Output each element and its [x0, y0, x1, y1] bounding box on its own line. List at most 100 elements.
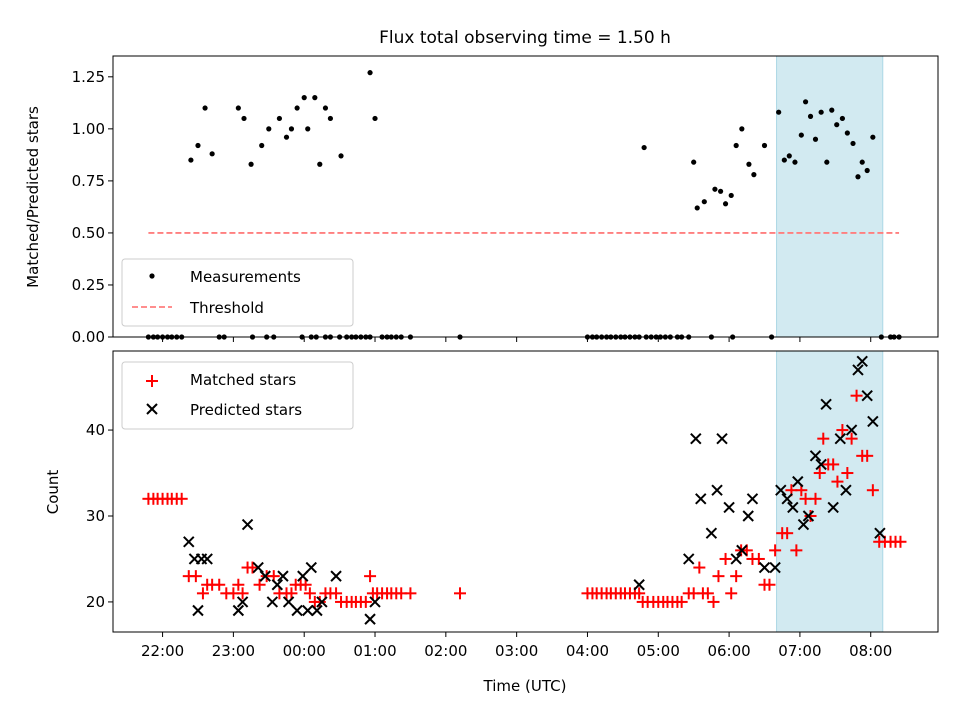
measurement-point	[294, 105, 300, 111]
x-tick-label: 05:00	[637, 642, 680, 660]
top-legend-box	[121, 258, 354, 327]
matched-star-point	[313, 595, 326, 608]
predicted-star-point	[271, 579, 283, 591]
top-legend: Measurements Threshold	[121, 258, 354, 327]
matched-star-point	[675, 595, 688, 608]
measurement-point	[776, 109, 782, 115]
measurement-point	[241, 115, 247, 122]
measurement-point	[288, 126, 295, 132]
matched-star-point	[719, 552, 732, 565]
measurement-point	[305, 126, 311, 132]
matched-star-point	[790, 544, 803, 557]
matched-star-point	[189, 570, 202, 583]
x-tick-label: 06:00	[707, 642, 750, 660]
matched-star-point	[804, 509, 817, 522]
matched-star-point	[831, 475, 844, 488]
predicted-star-point	[369, 596, 381, 608]
predicted-star-point	[840, 484, 852, 496]
measurement-points	[145, 70, 902, 340]
highlight-span	[776, 55, 884, 338]
legend-measurements-label: Measurements	[190, 268, 301, 286]
matched-star-point	[453, 587, 466, 600]
measurement-point	[188, 157, 194, 163]
matched-star-point	[861, 449, 874, 462]
predicted-star-point	[252, 561, 264, 574]
predicted-star-point	[266, 596, 279, 608]
measurement-point	[372, 115, 378, 122]
measurement-point	[259, 142, 265, 149]
bottom-panel: 20 30 40 22:00 23:00 00:00 01:00 02:00 03:00 04:…	[44, 350, 939, 695]
matched-star-point	[701, 587, 714, 600]
measurement-point	[694, 205, 700, 211]
predicted-star-point	[236, 596, 249, 608]
matched-star-point	[894, 535, 907, 548]
measurement-point	[781, 157, 787, 163]
x-tick-label: 01:00	[353, 642, 396, 660]
predicted-star-point	[277, 570, 289, 582]
measurement-point	[746, 161, 752, 167]
measurement-point	[717, 188, 724, 194]
matched-star-point	[364, 570, 377, 583]
measurement-point	[728, 192, 734, 199]
measurement-point	[802, 99, 809, 105]
predicted-star-point	[746, 493, 759, 505]
x-tick-label: 02:00	[424, 642, 467, 660]
measurement-point	[798, 132, 804, 138]
predicted-star-point	[861, 389, 873, 402]
predicted-star-point	[183, 536, 195, 548]
predicted-stars-points	[183, 355, 886, 625]
predicted-star-point	[820, 398, 832, 410]
matched-star-point	[769, 544, 782, 557]
x-axis-label: Time (UTC)	[483, 677, 567, 695]
measurement-point	[338, 153, 344, 159]
measurement-point	[327, 115, 334, 122]
highlight-span	[776, 350, 884, 633]
measurement-point	[733, 142, 739, 149]
measurement-point	[859, 159, 865, 165]
predicted-star-point	[874, 527, 886, 539]
x-tick-label: 03:00	[495, 642, 538, 660]
measurement-point	[641, 144, 647, 151]
predicted-star-point	[690, 432, 702, 445]
measurement-point	[312, 95, 318, 101]
measurement-point	[317, 161, 323, 167]
predicted-star-point	[792, 475, 804, 488]
matched-star-point	[850, 389, 863, 402]
measurement-point	[202, 105, 208, 111]
measurement-point	[844, 130, 850, 136]
matched-star-point	[246, 561, 259, 574]
measurement-point	[301, 95, 307, 101]
matched-star-point	[236, 587, 249, 600]
predicted-star-point	[797, 518, 810, 531]
predicted-star-point	[769, 561, 781, 574]
measurement-point	[818, 109, 824, 115]
predicted-star-point	[705, 527, 718, 539]
matched-star-point	[730, 570, 743, 583]
predicted-star-point	[742, 510, 754, 522]
bottom-panel-frame	[112, 350, 939, 633]
matched-star-point	[303, 587, 316, 600]
x-tick-label: 22:00	[141, 642, 184, 660]
predicted-star-point	[815, 458, 827, 471]
measurement-point	[786, 153, 792, 159]
measurement-point	[739, 126, 745, 132]
predicted-star-point	[775, 484, 787, 496]
measurement-point	[834, 122, 840, 128]
top-observing-span	[776, 55, 884, 338]
bottom-legend-box	[121, 361, 354, 430]
predicted-star-point	[316, 596, 328, 608]
predicted-star-point	[809, 450, 822, 462]
bottom-x-axis: 22:00 23:00 00:00 01:00 02:00 03:00 04:00 05:00…	[141, 632, 892, 660]
y-tick-label: 20	[86, 593, 105, 611]
predicted-star-point	[845, 424, 858, 436]
y-tick-label: 40	[86, 421, 105, 439]
chart-title: Flux total observing time = 1.50 h	[379, 28, 671, 48]
matched-star-point	[330, 587, 343, 600]
matched-star-point	[817, 432, 830, 445]
legend-threshold-label: Threshold	[189, 299, 264, 317]
legend-matched-marker	[146, 375, 158, 387]
matched-star-point	[725, 587, 738, 600]
bottom-y-axis-label: Count	[44, 470, 62, 515]
matched-star-point	[809, 492, 822, 505]
y-tick-label: 0.25	[72, 276, 105, 294]
